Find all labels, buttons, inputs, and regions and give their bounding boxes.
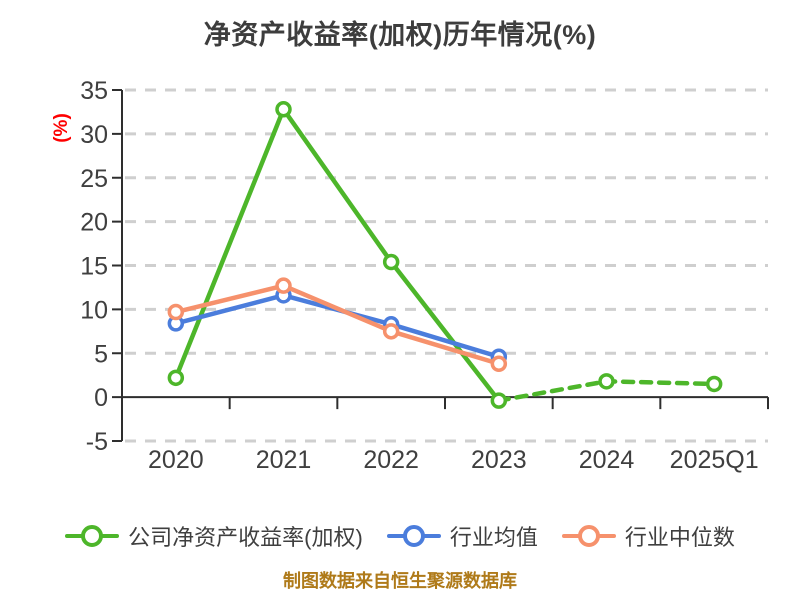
legend-marker-company-roe: [65, 524, 120, 548]
y-axis-tick-label: 10: [80, 296, 108, 324]
y-axis-tick-label: -5: [86, 428, 108, 456]
x-axis-tick-label: 2025Q1: [670, 446, 759, 474]
legend-label-industry-median: 行业中位数: [624, 525, 735, 550]
series-line-0: [173, 107, 502, 403]
data-point-marker: [275, 277, 292, 294]
y-axis-tick-label: 20: [80, 209, 108, 237]
chart-legend: 公司净资产收益率(加权) 行业均值 行业中位数: [0, 520, 800, 552]
y-axis-tick-label: 5: [94, 340, 108, 368]
x-axis-tick-label: 2024: [579, 446, 635, 474]
y-axis-tick-label: 0: [94, 384, 108, 412]
data-point-marker: [382, 323, 400, 340]
y-axis-tick-label: 25: [80, 165, 108, 193]
data-point-marker: [275, 101, 292, 118]
data-point-marker: [490, 392, 508, 409]
chart-title: 净资产收益率(加权)历年情况(%): [203, 20, 597, 50]
data-point-marker: [705, 375, 723, 393]
x-axis-tick-label: 2023: [471, 446, 527, 474]
data-point-marker: [382, 253, 400, 271]
legend-label-company-roe: 公司净资产收益率(加权): [128, 525, 363, 550]
legend-item-industry-average[interactable]: 行业均值: [386, 520, 538, 552]
data-source-note: 制图数据来自恒生聚源数据库: [283, 571, 517, 591]
x-axis-tick-label: 2021: [256, 446, 312, 474]
series-line-2: [173, 283, 502, 367]
data-point-marker: [167, 369, 185, 387]
x-axis-tick-label: 2022: [363, 446, 419, 474]
x-axis-tick-label: 2020: [148, 446, 204, 474]
legend-marker-industry-median: [561, 524, 616, 548]
data-point-marker: [598, 373, 615, 390]
legend-label-industry-average: 行业均值: [449, 525, 538, 550]
legend-item-industry-median[interactable]: 行业中位数: [561, 520, 735, 552]
y-axis-tick-label: 15: [80, 253, 108, 281]
data-point-marker: [167, 303, 185, 321]
y-axis-tick-label: 30: [80, 121, 108, 149]
legend-item-company-roe[interactable]: 公司净资产收益率(加权): [65, 520, 363, 552]
y-axis-tick-label: 35: [80, 77, 108, 105]
line-chart-plot-area: -5 0 5 10 15 20 25 30 35 2020 2021 2022 2023 2024 2025…: [80, 77, 769, 474]
data-point-marker: [490, 355, 508, 373]
legend-marker-industry-average: [386, 524, 441, 548]
